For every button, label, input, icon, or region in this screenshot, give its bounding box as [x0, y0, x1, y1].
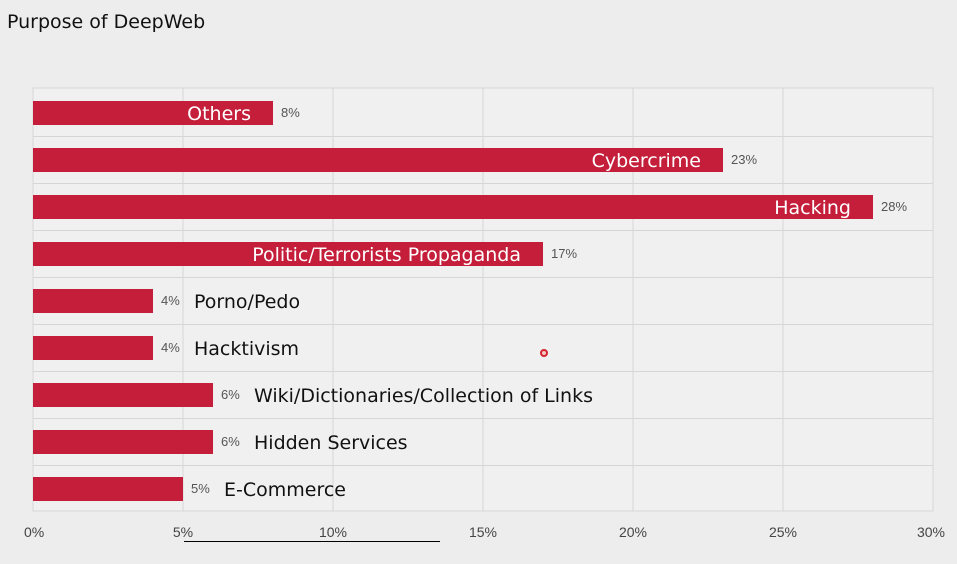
category-label: Others: [187, 103, 251, 125]
bar: [33, 101, 273, 125]
x-tick-label: 15%: [469, 524, 497, 540]
category-label: Politic/Terrorists Propaganda: [252, 244, 521, 266]
category-label: E-Commerce: [224, 479, 346, 501]
bar: [33, 477, 183, 501]
value-label: 4%: [161, 340, 180, 355]
mouse-cursor-icon: [540, 349, 548, 357]
bar: [33, 383, 213, 407]
x-tick-label: 10%: [319, 524, 347, 540]
bar: [33, 336, 153, 360]
category-label: Hidden Services: [254, 432, 408, 454]
bar: [33, 148, 723, 172]
x-tick-label: 30%: [917, 524, 945, 540]
value-label: 8%: [281, 105, 300, 120]
value-label: 28%: [881, 199, 907, 214]
bar: [33, 289, 153, 313]
value-label: 6%: [221, 387, 240, 402]
category-label: Hacktivism: [194, 338, 299, 360]
value-label: 5%: [191, 481, 210, 496]
x-axis: 0% 5% 10% 15% 20% 25% 30%: [24, 524, 945, 540]
bars: 8% Others 23% Cybercrime 28% Hacking 17% Politi…: [33, 101, 907, 501]
x-tick-label: 25%: [769, 524, 797, 540]
category-label: Cybercrime: [592, 150, 701, 172]
category-label: Porno/Pedo: [194, 291, 300, 313]
bar: [33, 430, 213, 454]
bar: [33, 242, 543, 266]
page-title: Purpose of DeepWeb: [7, 11, 206, 33]
bar: [33, 195, 873, 219]
value-label: 17%: [551, 246, 577, 261]
category-label: Wiki/Dictionaries/Collection of Links: [254, 385, 593, 407]
x-tick-label: 5%: [173, 524, 193, 540]
x-tick-label: 0%: [24, 524, 44, 540]
underline-mark: [184, 541, 440, 542]
value-label: 23%: [731, 152, 757, 167]
value-label: 4%: [161, 293, 180, 308]
x-tick-label: 20%: [619, 524, 647, 540]
category-label: Hacking: [774, 197, 851, 219]
value-label: 6%: [221, 434, 240, 449]
